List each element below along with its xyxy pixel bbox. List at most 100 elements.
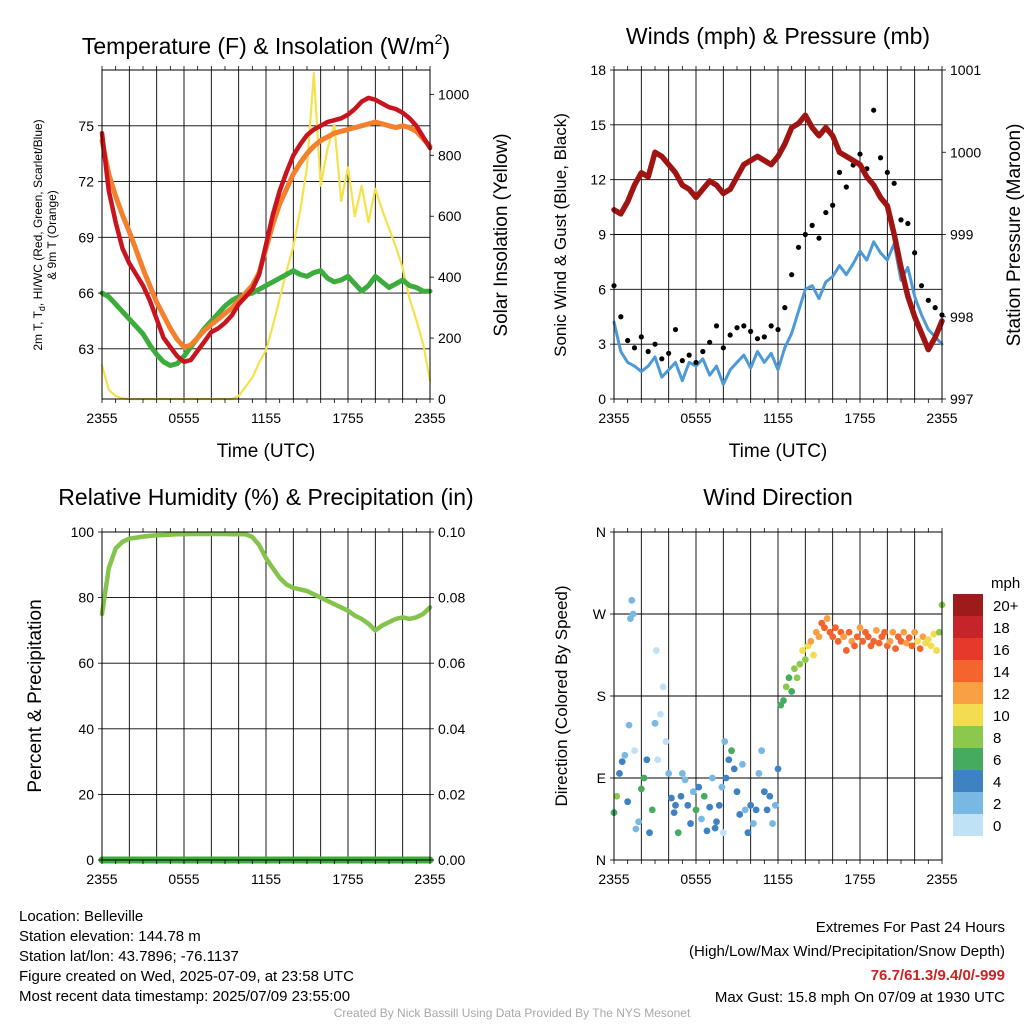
colorbar-swatch	[953, 660, 983, 682]
direction-point	[741, 806, 749, 814]
direction-point	[665, 770, 673, 777]
direction-point	[733, 788, 741, 796]
direction-point	[744, 829, 752, 837]
direction-point	[613, 792, 621, 800]
direction-point	[703, 827, 711, 835]
direction-point	[654, 756, 662, 764]
direction-point	[821, 624, 828, 632]
direction-point	[670, 809, 678, 817]
figure-created: Figure created on Wed, 2025-07-09, at 23…	[19, 968, 354, 985]
y-right-tick-label: 800	[438, 147, 462, 163]
direction-point	[782, 683, 790, 691]
direction-point	[652, 647, 660, 654]
station-info: Location: Belleville Station elevation: …	[19, 907, 354, 1007]
y-right-tick-label: 0.06	[438, 655, 465, 671]
colorbar-label: 18	[993, 620, 1010, 637]
x-tick-label: 2355	[86, 410, 117, 426]
y-right-tick-label: 400	[438, 269, 462, 285]
direction-point	[927, 642, 935, 650]
gust-point	[918, 283, 925, 289]
direction-point	[739, 760, 746, 768]
direction-point	[730, 765, 738, 773]
gust-point	[830, 202, 836, 208]
gust-point	[761, 334, 767, 340]
direction-point	[678, 770, 686, 777]
direction-point	[629, 610, 637, 618]
gust-point	[734, 325, 740, 331]
y-tick-label: 72	[78, 174, 94, 190]
series-line	[99, 268, 433, 368]
y-tick-label: N	[596, 852, 606, 868]
y-axis-right-label: Solar Insolation (Yellow)	[491, 133, 512, 336]
colorbar-swatch	[953, 748, 983, 770]
gust-point	[720, 345, 726, 351]
colorbar-swatch	[953, 682, 983, 704]
gust-point	[898, 217, 904, 223]
y-tick-label: 0	[86, 852, 94, 868]
y-right-tick-label: 200	[438, 330, 462, 346]
gust-point	[877, 155, 884, 161]
x-axis-label: Time (UTC)	[729, 441, 828, 462]
station-location: Location: Belleville	[19, 908, 144, 925]
colorbar-swatch	[953, 792, 983, 814]
direction-point	[692, 806, 700, 814]
y-tick-label: S	[597, 688, 606, 704]
extremes-title: Extremes For Past 24 Hours	[815, 919, 1005, 936]
colorbar-swatch	[953, 594, 983, 616]
series-line	[99, 531, 433, 633]
y-right-tick-label: 0.08	[438, 590, 465, 606]
extremes-values: 76.7/61.3/9.4/0/-999	[870, 967, 1005, 984]
direction-point	[711, 824, 719, 832]
y-axis-label: 2m T, Td, HI/WC (Red, Green, Scarlet/Blu…	[31, 119, 47, 350]
direction-point	[900, 628, 908, 636]
gust-point	[905, 220, 911, 227]
y-axis-label-subscript: d	[37, 306, 47, 311]
y-axis-label: Direction (Colored By Speed)	[552, 585, 571, 806]
gust-point	[802, 231, 808, 238]
direction-point	[657, 710, 664, 718]
direction-point	[930, 630, 938, 638]
direction-point	[625, 721, 633, 729]
x-tick-label: 1155	[763, 871, 793, 887]
colorbar-label: 10	[993, 708, 1010, 725]
series-line	[99, 95, 433, 365]
direction-point	[807, 637, 815, 645]
direction-point	[700, 792, 708, 800]
gust-point	[836, 169, 843, 175]
gust-point	[748, 328, 754, 334]
direction-point	[635, 818, 642, 826]
direction-point	[897, 637, 905, 645]
gust-point	[631, 345, 638, 351]
x-tick-label: 1755	[844, 410, 875, 426]
y-tick-label: 6	[598, 281, 606, 297]
direction-point	[760, 788, 768, 796]
y-right-tick-label: 600	[438, 208, 462, 224]
x-tick-label: 2355	[414, 871, 445, 887]
series-line	[611, 112, 945, 353]
direction-point	[659, 683, 667, 691]
colorbar-swatch	[953, 814, 983, 836]
x-tick-label: 0555	[680, 871, 711, 887]
direction-point	[791, 665, 798, 673]
gust-point	[871, 107, 877, 113]
x-tick-label: 1155	[251, 410, 281, 426]
grid	[614, 70, 942, 399]
x-tick-label: 1755	[332, 871, 363, 887]
gust-point	[816, 235, 822, 241]
gust-point	[891, 180, 897, 186]
direction-point	[687, 820, 694, 827]
direction-point	[769, 820, 776, 827]
direction-point	[624, 798, 632, 806]
x-tick-label: 1155	[763, 410, 793, 426]
direction-point	[736, 811, 744, 818]
direction-point	[881, 628, 888, 636]
station-latlon: Station lat/lon: 43.7896; -76.1137	[19, 948, 239, 965]
gust-point	[625, 337, 631, 344]
panel-temperature: Temperature (F) & Insolation (W/m2) 2355…	[31, 31, 512, 462]
direction-point	[914, 637, 921, 645]
direction-point	[873, 627, 880, 634]
direction-point	[616, 770, 623, 777]
tick-labels: 2355 0555 1155 1755 2355 N E S W N	[593, 524, 958, 887]
direction-point	[758, 747, 765, 755]
y-right-tick-label: 0.04	[438, 721, 465, 737]
